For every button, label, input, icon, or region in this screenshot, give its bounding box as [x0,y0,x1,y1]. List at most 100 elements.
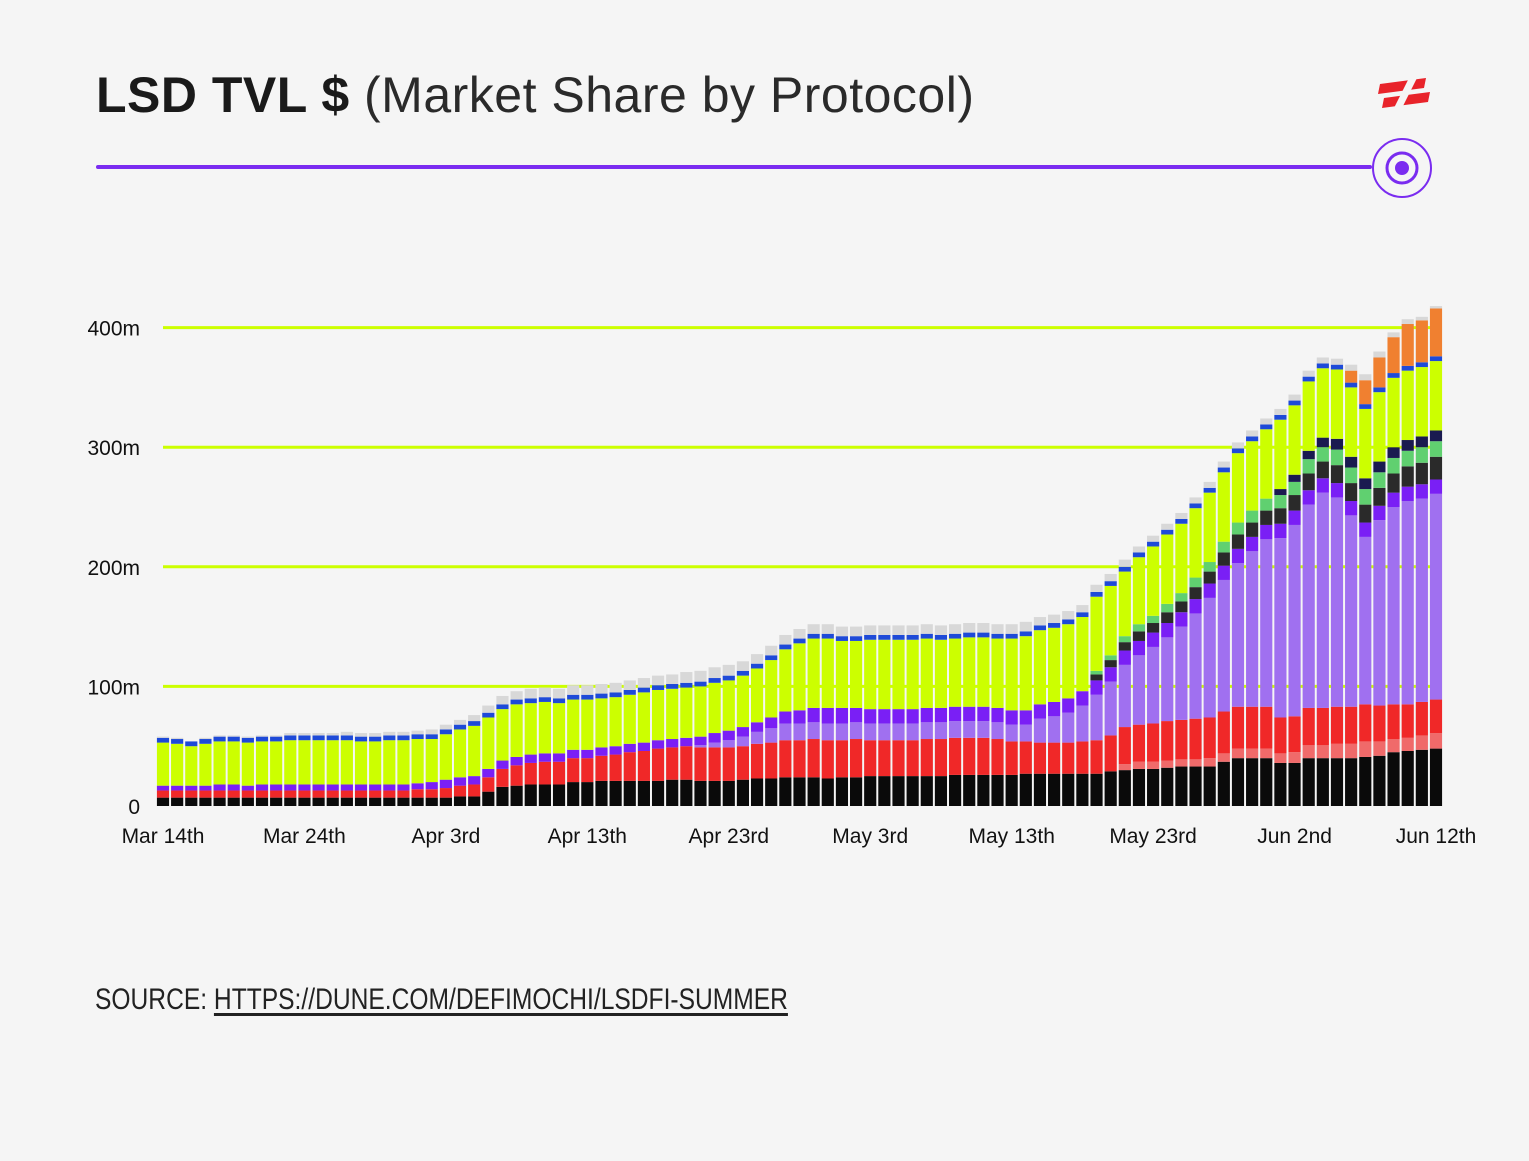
bar-segment [963,623,976,633]
bar-segment [284,797,297,806]
bar-segment [637,750,650,781]
bar-segment [1033,617,1047,626]
bar-segment [1090,591,1103,597]
bar-segment [1147,535,1160,542]
bar-segment [1090,670,1103,675]
bar-segment [171,790,184,798]
bar-stack [765,645,778,806]
bar-stack [850,626,863,806]
bar-segment [1359,504,1372,523]
bar-segment [623,689,636,695]
bar-segment [595,755,608,781]
bar-segment [581,749,594,759]
bar-segment [1359,489,1372,505]
bar-segment [1090,694,1103,741]
bar-segment [779,644,792,650]
bar-segment [171,739,184,744]
bar-segment [892,625,905,635]
bar-segment [878,740,891,777]
bar-segment [1387,447,1400,458]
bar-segment [1231,758,1245,806]
bar-segment [425,734,438,740]
bar-segment [1147,541,1160,547]
bar-segment [1217,541,1230,553]
bars [156,306,1443,806]
bar-stack [482,705,495,806]
bar-segment [963,737,976,775]
bar-segment [1231,534,1245,549]
bar-segment [920,624,933,634]
bar-segment [567,782,580,806]
bar-segment [1147,761,1160,769]
bar-segment [255,797,269,806]
bar-segment [199,790,212,798]
source-link[interactable]: HTTPS://DUNE.COM/DEFIMOCHI/LSDFI-SUMMER [213,983,788,1016]
bar-segment [1288,400,1301,406]
x-tick-label: Apr 3rd [411,825,480,848]
bar-segment [750,731,764,744]
bar-segment [736,661,749,671]
bar-segment [255,790,269,798]
bar-segment [1019,631,1032,637]
title-bold-part: LSD TVL $ [96,67,350,123]
bar-segment [1246,748,1259,759]
bar-segment [1217,461,1230,468]
bar-segment [1132,761,1146,769]
bar-segment [369,741,382,785]
bar-stack [1359,374,1372,806]
bar-segment [1429,493,1443,700]
bar-segment [326,790,339,798]
bar-segment [581,685,594,695]
bar-segment [1260,748,1273,759]
bar-segment [1345,483,1358,502]
bar-segment [1415,462,1428,485]
bar-segment [878,639,891,710]
bar-segment [298,784,311,791]
bar-segment [156,797,170,806]
bar-segment [1401,440,1414,451]
bar-segment [1217,565,1230,580]
bar-segment [482,777,495,792]
bar-segment [779,649,792,712]
bar-segment [383,790,396,798]
bar-segment [835,723,849,741]
bar-segment [1260,758,1273,806]
bar-segment [1203,487,1216,493]
bar-stack [1387,332,1400,806]
bar-segment [1429,733,1443,749]
bar-segment [1076,773,1089,806]
bar-segment [1373,487,1386,506]
bar-stack [934,625,948,806]
bar-stack [1132,546,1146,806]
bar-segment [468,784,481,797]
bar-segment [284,735,297,741]
bar-segment [510,704,523,757]
bar-segment [1274,408,1287,415]
bar-segment [920,633,933,639]
bar-segment [991,774,1004,806]
bar-segment [1175,719,1188,760]
x-tick-label: May 23rd [1109,825,1197,848]
bar-segment [835,777,849,806]
bar-segment [991,638,1004,708]
bar-segment [1387,473,1400,493]
bar-segment [354,784,368,791]
bar-segment [1359,478,1372,490]
source-label: SOURCE: [95,983,208,1016]
bar-segment [1246,510,1259,523]
bar-segment [651,748,665,781]
bar-segment [1005,774,1018,806]
bar-stack [736,661,749,806]
bar-segment [807,777,820,806]
bar-segment [1203,481,1216,488]
bar-stack [1048,614,1061,806]
bar-segment [538,761,551,785]
bar-segment [864,625,877,635]
bar-segment [411,797,424,806]
bar-stack [864,625,877,806]
bar-segment [637,780,650,806]
bar-segment [213,735,226,737]
bar-segment [1330,497,1344,707]
bar-segment [1189,577,1202,588]
bar-segment [1246,522,1259,537]
